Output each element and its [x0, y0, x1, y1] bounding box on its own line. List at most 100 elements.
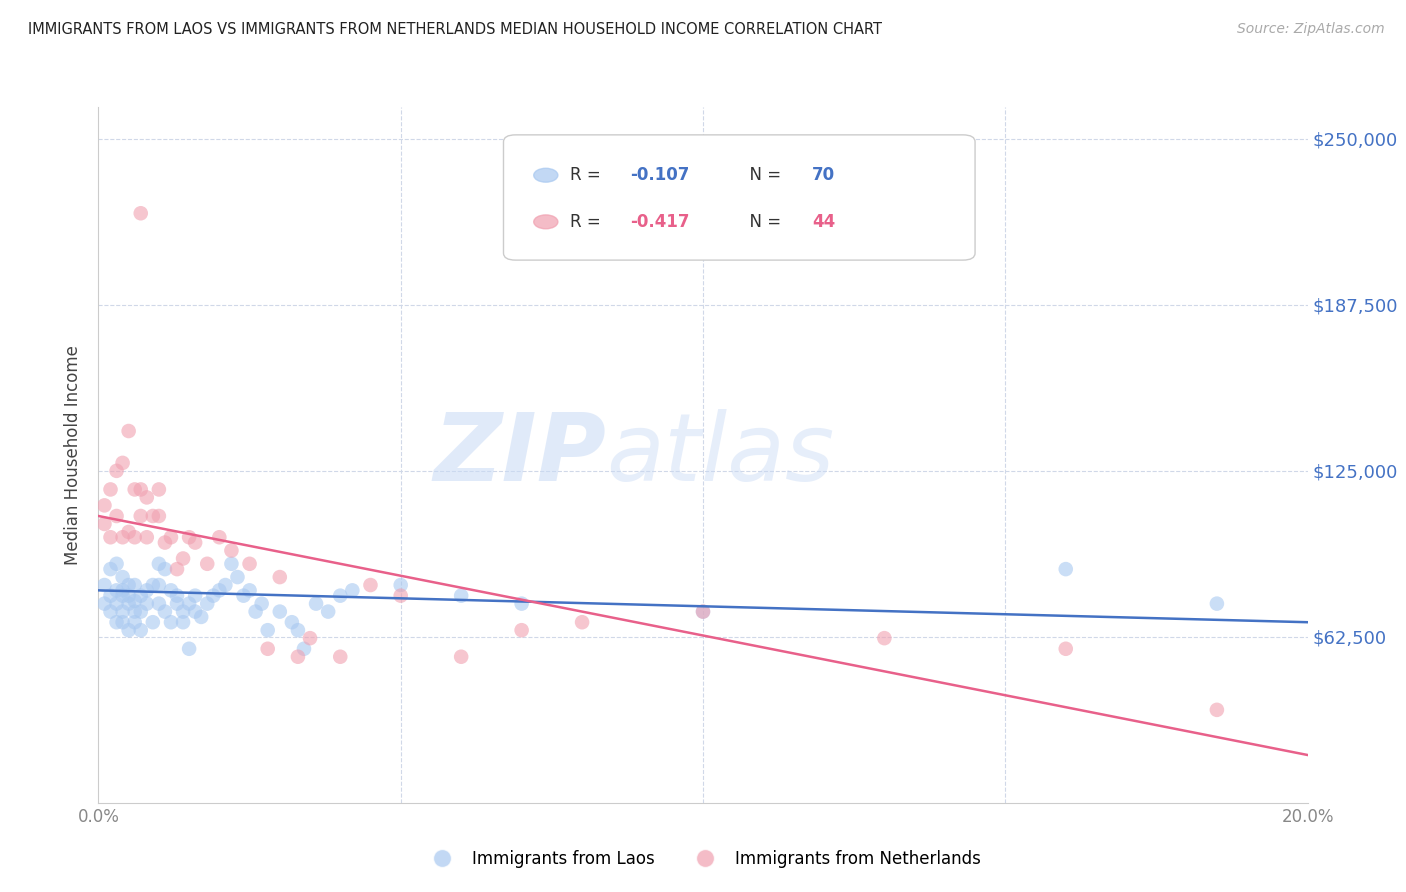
Point — [232, 589, 254, 603]
Point — [250, 597, 273, 611]
Point — [692, 605, 714, 619]
Point — [873, 631, 896, 645]
Point — [287, 649, 309, 664]
Point — [142, 508, 165, 523]
Y-axis label: Median Household Income: Median Household Income — [65, 345, 83, 565]
Point — [118, 424, 141, 438]
Point — [221, 543, 243, 558]
Point — [510, 623, 533, 637]
Point — [124, 483, 146, 497]
Circle shape — [534, 169, 558, 182]
Text: R =: R = — [569, 213, 606, 231]
Point — [111, 570, 134, 584]
Point — [226, 570, 249, 584]
Point — [269, 605, 291, 619]
Point — [118, 524, 141, 539]
Point — [129, 623, 152, 637]
Point — [111, 589, 134, 603]
Point — [105, 615, 128, 630]
Point — [135, 583, 157, 598]
Point — [135, 597, 157, 611]
Point — [195, 597, 218, 611]
Point — [172, 605, 194, 619]
Point — [93, 499, 115, 513]
Point — [269, 570, 291, 584]
Point — [105, 508, 128, 523]
Point — [179, 597, 201, 611]
Point — [111, 583, 134, 598]
Point — [148, 578, 170, 592]
Point — [510, 597, 533, 611]
Text: -0.107: -0.107 — [630, 166, 690, 185]
Point — [93, 597, 115, 611]
Point — [124, 594, 146, 608]
Point — [93, 578, 115, 592]
Point — [172, 615, 194, 630]
Point — [118, 597, 141, 611]
Point — [389, 578, 412, 592]
Point — [179, 530, 201, 544]
Point — [135, 491, 157, 505]
Point — [166, 589, 188, 603]
Point — [100, 483, 122, 497]
Point — [129, 605, 152, 619]
Point — [299, 631, 322, 645]
Point — [129, 206, 152, 220]
Point — [153, 562, 176, 576]
Point — [360, 578, 382, 592]
Point — [105, 597, 128, 611]
Point — [100, 589, 122, 603]
Point — [208, 583, 231, 598]
FancyBboxPatch shape — [503, 135, 976, 260]
Text: 44: 44 — [811, 213, 835, 231]
Point — [124, 615, 146, 630]
Point — [153, 535, 176, 549]
Point — [239, 583, 262, 598]
Point — [129, 589, 152, 603]
Point — [214, 578, 236, 592]
Point — [105, 583, 128, 598]
Point — [111, 615, 134, 630]
Text: N =: N = — [740, 213, 786, 231]
Point — [172, 551, 194, 566]
Point — [166, 597, 188, 611]
Point — [179, 641, 201, 656]
Point — [292, 641, 315, 656]
Point — [208, 530, 231, 544]
Point — [142, 578, 165, 592]
Text: ZIP: ZIP — [433, 409, 606, 501]
Point — [111, 530, 134, 544]
Circle shape — [534, 215, 558, 228]
Point — [135, 530, 157, 544]
Point — [450, 589, 472, 603]
Point — [124, 578, 146, 592]
Point — [118, 623, 141, 637]
Point — [148, 508, 170, 523]
Point — [239, 557, 262, 571]
Point — [93, 516, 115, 531]
Point — [105, 557, 128, 571]
Point — [195, 557, 218, 571]
Point — [148, 483, 170, 497]
Point — [100, 605, 122, 619]
Text: Source: ZipAtlas.com: Source: ZipAtlas.com — [1237, 22, 1385, 37]
Point — [281, 615, 304, 630]
Text: -0.417: -0.417 — [630, 213, 690, 231]
Point — [100, 562, 122, 576]
Point — [287, 623, 309, 637]
Point — [148, 557, 170, 571]
Point — [256, 623, 278, 637]
Point — [329, 589, 352, 603]
Point — [184, 589, 207, 603]
Text: IMMIGRANTS FROM LAOS VS IMMIGRANTS FROM NETHERLANDS MEDIAN HOUSEHOLD INCOME CORR: IMMIGRANTS FROM LAOS VS IMMIGRANTS FROM … — [28, 22, 882, 37]
Point — [105, 464, 128, 478]
Point — [184, 605, 207, 619]
Point — [100, 530, 122, 544]
Point — [111, 605, 134, 619]
Point — [160, 530, 183, 544]
Point — [256, 641, 278, 656]
Text: N =: N = — [740, 166, 786, 185]
Point — [118, 578, 141, 592]
Point — [166, 562, 188, 576]
Point — [129, 508, 152, 523]
